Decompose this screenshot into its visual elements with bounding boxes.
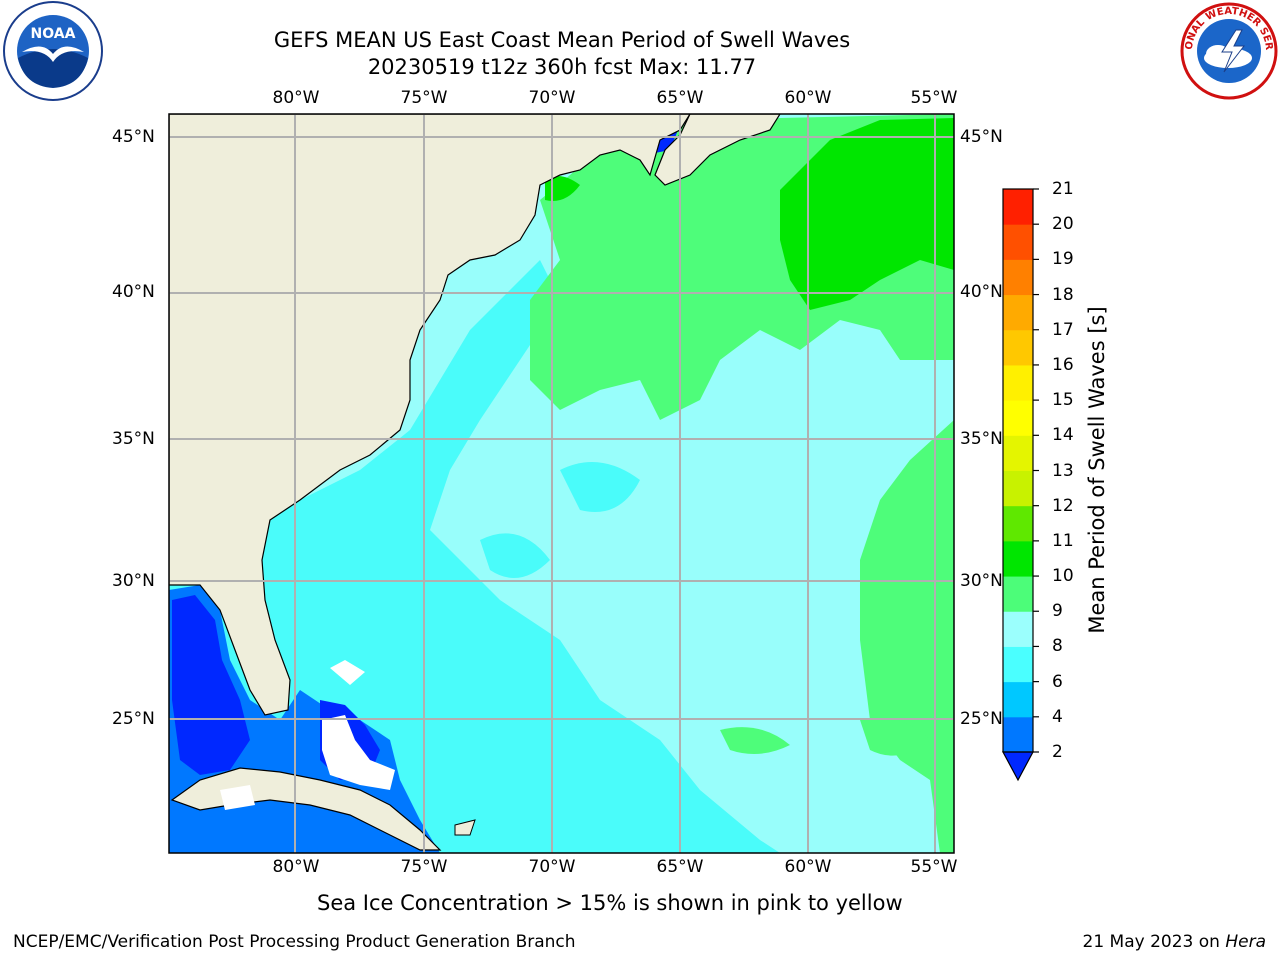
graticule xyxy=(169,114,954,853)
lat-label-left: 30°N xyxy=(112,571,155,591)
footer-host: Hera xyxy=(1225,932,1266,952)
colorbar-label: 13 xyxy=(1052,460,1074,481)
lon-label-bottom: 70°W xyxy=(528,857,576,877)
lat-label-left: 45°N xyxy=(112,127,155,147)
lat-label-left: 35°N xyxy=(112,429,155,449)
lat-label-right: 40°N xyxy=(960,282,1003,302)
lon-label-top: 55°W xyxy=(910,88,958,108)
colorbar-title: Mean Period of Swell Waves [s] xyxy=(1085,306,1109,634)
lon-label-bottom: 65°W xyxy=(656,857,704,877)
ocean-6-8-patch xyxy=(480,533,550,578)
lon-label-bottom: 80°W xyxy=(272,857,320,877)
colorbar-label: 9 xyxy=(1052,601,1063,622)
lat-label-right: 45°N xyxy=(960,127,1003,147)
colorbar-label: 6 xyxy=(1052,671,1063,692)
colorbar-label: 19 xyxy=(1052,249,1074,270)
colorbar-label: 10 xyxy=(1052,566,1074,587)
ocean-9-10-region xyxy=(860,420,954,853)
land-bahamas xyxy=(330,660,365,685)
colorbar-label: 21 xyxy=(1052,179,1074,199)
ocean-6-8-patch xyxy=(560,462,640,512)
footer-branch: NCEP/EMC/Verification Post Processing Pr… xyxy=(13,932,576,952)
ocean-10-11-region xyxy=(780,118,954,310)
colorbar-label: 15 xyxy=(1052,390,1074,411)
colorbar-label: 4 xyxy=(1052,706,1063,727)
footer-date-text: 21 May 2023 on xyxy=(1082,932,1220,952)
map-field xyxy=(169,114,954,853)
lat-label-left: 25°N xyxy=(112,709,155,729)
colorbar-label: 2 xyxy=(1052,742,1063,762)
ocean-below-2-region xyxy=(172,595,250,775)
chart-title: GEFS MEAN US East Coast Mean Period of S… xyxy=(273,28,851,52)
lon-label-top: 70°W xyxy=(528,88,576,108)
lon-label-bottom: 60°W xyxy=(784,857,832,877)
lat-label-right: 35°N xyxy=(960,429,1003,449)
land-nova-scotia xyxy=(654,114,781,186)
land-bahamas xyxy=(322,715,395,790)
colorbar-label: 16 xyxy=(1052,354,1074,375)
lat-label-right: 30°N xyxy=(960,571,1003,591)
ocean-9-10-patch xyxy=(860,717,930,756)
land-bahamas xyxy=(220,785,255,810)
lon-label-bottom: 75°W xyxy=(400,857,448,877)
lon-label-top: 80°W xyxy=(272,88,320,108)
ocean-9-10-patch xyxy=(720,727,790,754)
noaa-logo-text: NOAA xyxy=(31,26,76,42)
colorbar-label: 14 xyxy=(1052,425,1074,446)
lon-label-top: 60°W xyxy=(784,88,832,108)
lon-label-bottom: 55°W xyxy=(910,857,958,877)
footer-date: 21 May 2023 on Hera xyxy=(1083,932,1267,952)
lon-label-top: 75°W xyxy=(400,88,448,108)
land-us-east xyxy=(169,114,691,716)
lon-label-top: 65°W xyxy=(656,88,704,108)
colorbar-label: 18 xyxy=(1052,284,1074,305)
sea-ice-note: Sea Ice Concentration > 15% is shown in … xyxy=(317,891,903,915)
lat-label-left: 40°N xyxy=(112,282,155,302)
colorbar-label: 12 xyxy=(1052,495,1074,516)
nws-seal-icon: NATIONAL WEATHER SERVICE xyxy=(1178,0,1278,100)
colorbar-label: 8 xyxy=(1052,636,1063,657)
lat-label-right: 25°N xyxy=(960,709,1003,729)
ocean-10-11-patch xyxy=(545,176,580,201)
colorbar-label: 20 xyxy=(1052,214,1074,235)
land-hispaniola-edge xyxy=(454,819,476,836)
chart-subtitle: 20230519 t12z 360h fcst Max: 11.77 xyxy=(367,55,757,79)
colorbar-label: 17 xyxy=(1052,319,1074,340)
map-frame xyxy=(168,113,955,854)
noaa-logo-icon: NOAA xyxy=(3,1,103,101)
colorbar-label: 11 xyxy=(1052,530,1074,551)
